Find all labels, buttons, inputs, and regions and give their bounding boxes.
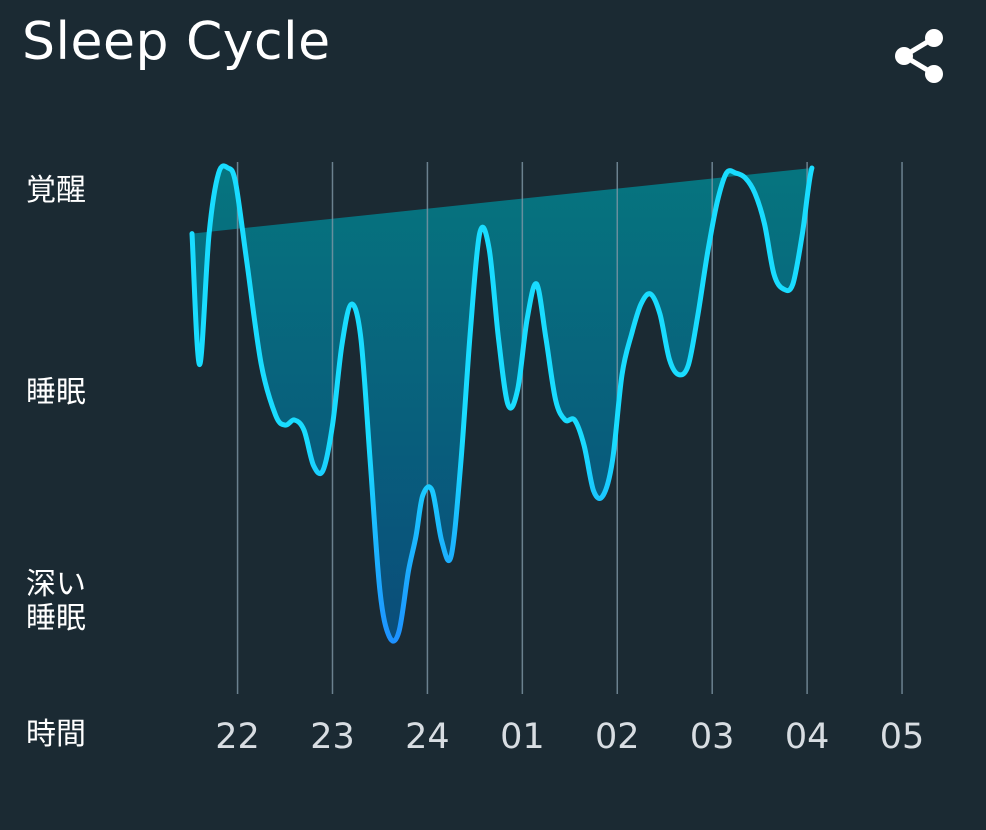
y-label-deep-sleep: 深い 睡眠 xyxy=(26,568,86,636)
sleep-cycle-line xyxy=(189,163,815,644)
y-label-deep-line2: 睡眠 xyxy=(26,601,86,636)
share-button[interactable] xyxy=(888,24,948,88)
x-tick-label-22: 22 xyxy=(215,717,260,757)
x-tick-label-02: 02 xyxy=(595,717,640,757)
x-tick-label-05: 05 xyxy=(880,717,925,757)
share-icon xyxy=(895,29,943,83)
page-title: Sleep Cycle xyxy=(22,12,331,72)
y-label-awake: 覚醒 xyxy=(26,173,86,208)
chart-area-fill xyxy=(192,165,812,642)
x-axis-label: 時間 xyxy=(26,717,86,752)
y-label-deep-line1: 深い xyxy=(26,567,86,602)
y-label-sleep: 睡眠 xyxy=(26,375,86,410)
x-tick-label-24: 24 xyxy=(405,717,450,757)
x-tick-label-23: 23 xyxy=(310,717,355,757)
x-tick-label-03: 03 xyxy=(690,717,735,757)
x-tick-label-01: 01 xyxy=(500,717,545,757)
x-tick-label-04: 04 xyxy=(785,717,830,757)
